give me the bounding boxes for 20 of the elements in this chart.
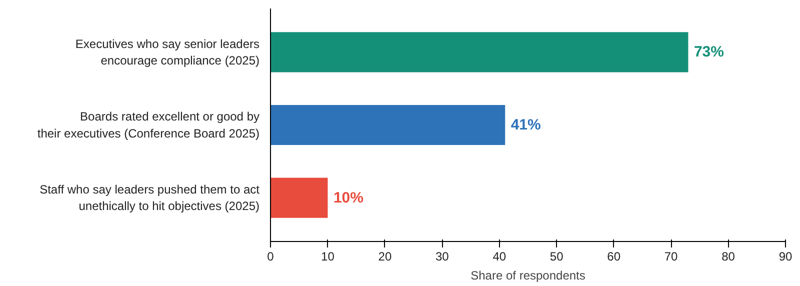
- data-label: 10%: [333, 189, 364, 206]
- x-tick-label: 90: [778, 250, 792, 264]
- x-axis-title: Share of respondents: [470, 268, 586, 282]
- y-tick-label: Staff who say leaders pushed them to act unethically to hit objectives (2025): [40, 182, 260, 214]
- x-tick-label: 80: [722, 250, 736, 264]
- x-tick-label: 10: [321, 250, 335, 264]
- bar: [270, 32, 688, 72]
- x-tick-label: 40: [492, 250, 506, 264]
- data-label: 73%: [694, 44, 724, 61]
- x-tick-label: 60: [607, 250, 621, 264]
- x-tick-label: 30: [435, 250, 450, 264]
- x-tick-label: 70: [664, 250, 678, 264]
- bar: [270, 178, 328, 218]
- y-tick-label: Boards rated excellent or good by their executives (Conference Board 2025): [37, 110, 260, 140]
- x-tick-label: 50: [550, 250, 564, 264]
- bar: [270, 104, 506, 146]
- x-tick-label: 20: [378, 250, 392, 264]
- y-tick-label: Executives who say senior leaders encourage compliance (2025): [75, 36, 260, 68]
- x-tick-label: 0: [267, 250, 274, 264]
- data-label: 41%: [510, 116, 541, 134]
